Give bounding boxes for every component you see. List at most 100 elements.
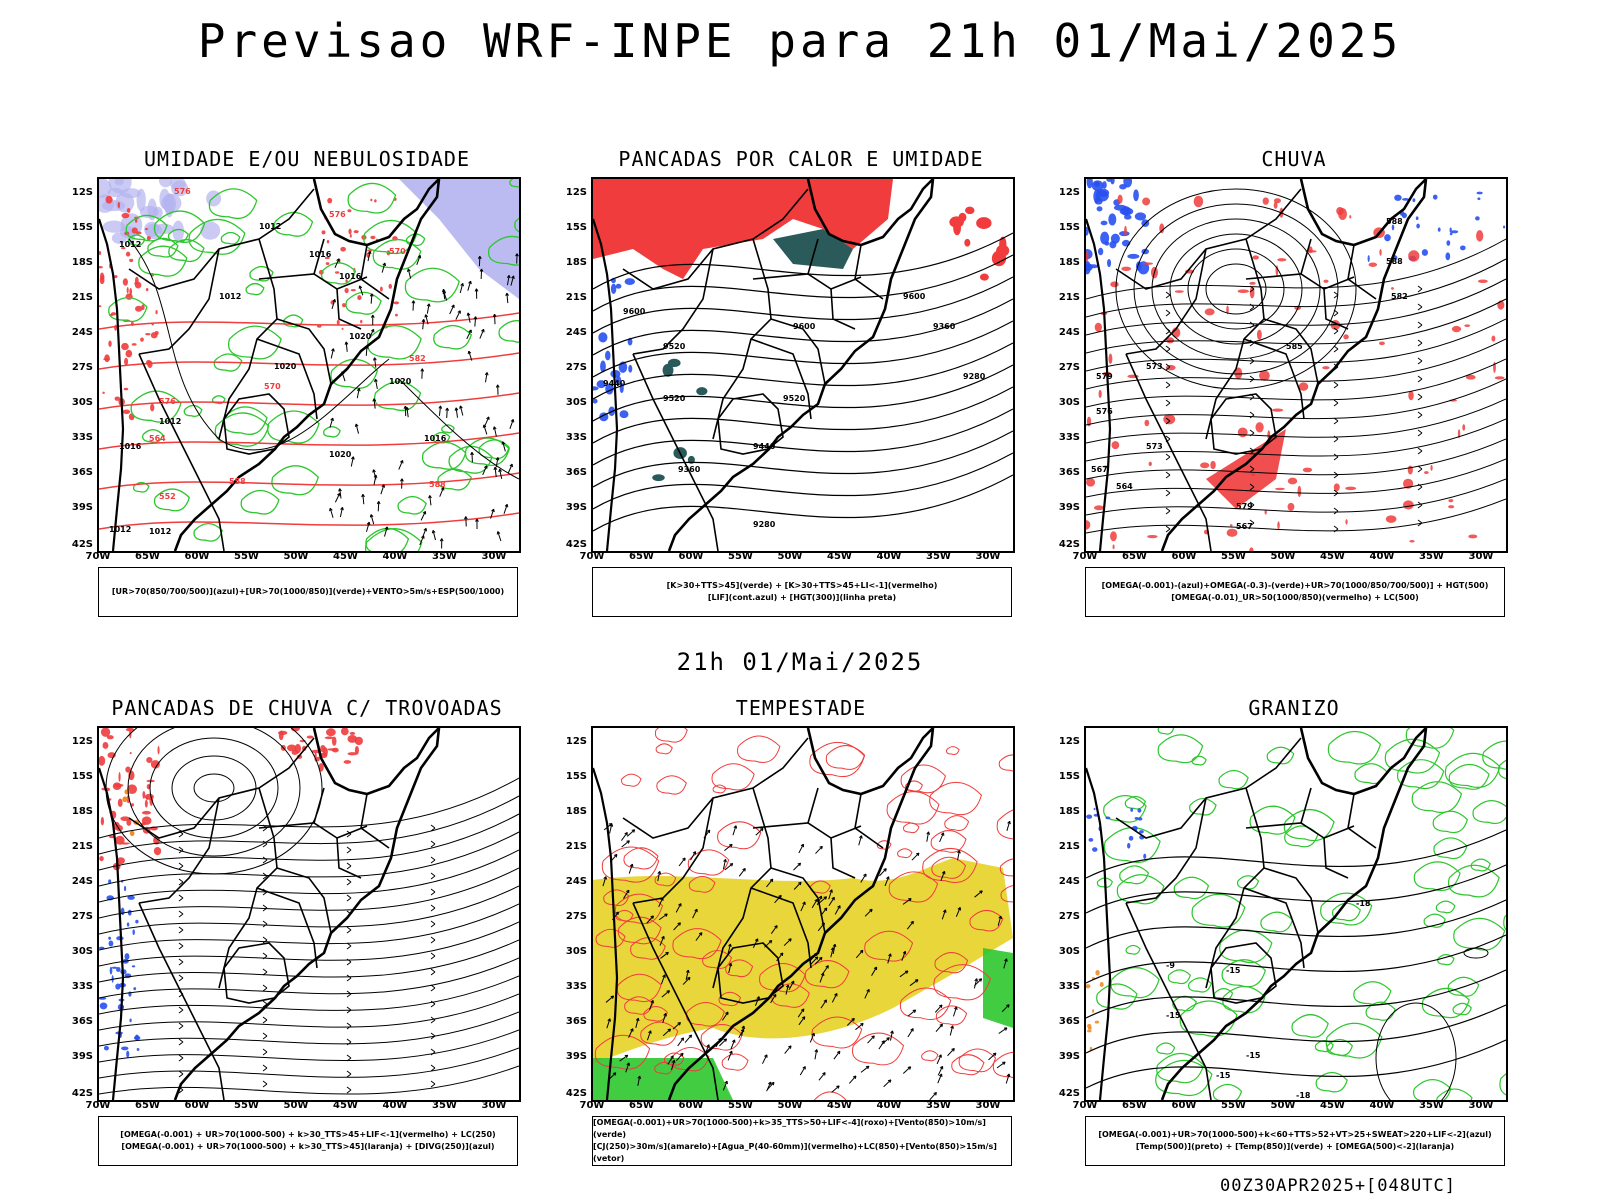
lat-tick-label: 30S: [71, 946, 93, 957]
lat-tick-label: 27S: [1058, 362, 1080, 373]
legend-line: [CJ(250)>30m/s](amarelo)+[Agua_P(40-60mm…: [593, 1142, 997, 1163]
weather-map: [591, 726, 1015, 1102]
lon-tick-label: 30W: [1468, 551, 1494, 562]
contour-label: 9520: [663, 394, 686, 403]
lat-tick-label: 24S: [1058, 327, 1080, 338]
contour-label: -15: [1166, 1011, 1181, 1020]
contour-label: 1012: [109, 525, 131, 534]
lat-tick-label: 39S: [1058, 502, 1080, 513]
lat-tick-label: 42S: [71, 1088, 93, 1099]
contour-label: 570: [389, 247, 406, 256]
lon-tick-label: 30W: [481, 1100, 507, 1111]
contour-label: 1020: [389, 377, 412, 386]
lon-tick-label: 40W: [382, 551, 408, 562]
contour-label: 1016: [339, 272, 362, 281]
lat-tick-label: 21S: [1058, 292, 1080, 303]
map-legend: [OMEGA(-0.001) + UR>70(1000-500) + k>30_…: [98, 1116, 518, 1166]
contour-label: 1020: [329, 450, 352, 459]
lon-tick-label: 35W: [432, 551, 457, 562]
contour-label: 1012: [259, 222, 281, 231]
lat-tick-label: 15S: [1058, 222, 1080, 233]
lon-tick-label: 55W: [728, 551, 753, 562]
lat-tick-label: 12S: [1058, 187, 1080, 198]
lon-tick-label: 70W: [579, 551, 605, 562]
lon-tick-label: 60W: [1171, 1100, 1197, 1111]
lon-tick-label: 65W: [1122, 551, 1147, 562]
contour-label: 9600: [623, 307, 646, 316]
contour-label: 558: [229, 477, 246, 486]
weather-map: 588 588 582 585 573 579 576 573 567 564 579 567: [1084, 177, 1508, 553]
lon-tick-label: 70W: [85, 551, 111, 562]
lat-tick-label: 39S: [1058, 1051, 1080, 1062]
run-info-label: 00Z30APR2025+[048UTC]: [1220, 1176, 1456, 1196]
lat-tick-label: 30S: [1058, 946, 1080, 957]
main-title: Previsao WRF-INPE para 21h 01/Mai/2025: [197, 14, 1403, 68]
contour-label: 564: [149, 434, 166, 443]
lon-tick-label: 60W: [678, 1100, 704, 1111]
lat-tick-label: 30S: [1058, 397, 1080, 408]
lon-tick-label: 55W: [234, 551, 259, 562]
contour-label: 576: [174, 187, 191, 196]
lon-tick-label: 30W: [1468, 1100, 1494, 1111]
lat-tick-label: 24S: [71, 327, 93, 338]
forecast-time-label: 21h 01/Mai/2025: [676, 648, 924, 676]
lon-tick-label: 65W: [629, 1100, 654, 1111]
map-legend: [K>30+TTS>45](verde) + [K>30+TTS>45+LI<-…: [592, 567, 1012, 617]
lat-tick-label: 18S: [71, 806, 93, 817]
lon-tick-label: 45W: [827, 1100, 852, 1111]
lat-tick-label: 42S: [565, 1088, 587, 1099]
contour-label: 576: [159, 397, 176, 406]
lat-tick-label: 21S: [71, 292, 93, 303]
lat-tick-label: 18S: [1058, 257, 1080, 268]
lon-tick-label: 45W: [333, 551, 358, 562]
weather-map: -9 -15 -15 -15 -18 -15 -18: [1084, 726, 1508, 1102]
lat-tick-label: 33S: [1058, 981, 1080, 992]
contour-label: 9520: [783, 394, 806, 403]
panel-title: GRANIZO: [1248, 696, 1340, 720]
lat-tick-label: 21S: [1058, 841, 1080, 852]
lon-tick-label: 65W: [629, 551, 654, 562]
map-legend: [OMEGA(-0.001)+UR>70(1000-500)+k<60+TTS>…: [1085, 1116, 1505, 1166]
lat-tick-label: 12S: [565, 187, 587, 198]
lat-tick-label: 24S: [71, 876, 93, 887]
lat-tick-label: 42S: [71, 539, 93, 550]
map-canvas: 9600 9600 9520 9600 9520 9440 9360 9440 9520 9280…: [593, 179, 1013, 551]
lon-tick-label: 65W: [1122, 1100, 1147, 1111]
lat-tick-label: 24S: [565, 876, 587, 887]
contour-label: 9440: [603, 379, 626, 388]
lat-tick-label: 39S: [565, 1051, 587, 1062]
lon-tick-label: 50W: [777, 551, 803, 562]
lon-tick-label: 35W: [1419, 551, 1444, 562]
lat-tick-label: 27S: [565, 362, 587, 373]
lon-tick-label: 40W: [382, 1100, 408, 1111]
lon-tick-label: 30W: [481, 551, 507, 562]
panel-title: TEMPESTADE: [735, 696, 867, 720]
contour-label: 1012: [159, 417, 181, 426]
contour-label: 582: [409, 354, 426, 363]
contour-label: 573: [1146, 442, 1163, 451]
lon-tick-label: 35W: [926, 551, 951, 562]
legend-line: [LIF](cont.azul) + [HGT(300)](linha pret…: [707, 593, 897, 602]
contour-label: 564: [1116, 482, 1133, 491]
contour-label: 573: [1146, 362, 1163, 371]
weather-map: [97, 726, 521, 1102]
contour-label: -18: [1356, 899, 1371, 908]
lat-tick-label: 33S: [565, 981, 587, 992]
legend-line: [OMEGA(-0.001) + UR>70(1000-500) + k>30_…: [121, 1142, 495, 1151]
lon-tick-label: 50W: [777, 1100, 803, 1111]
legend-line: [OMEGA(-0.001) + UR>70(1000-500) + k>30_…: [120, 1130, 496, 1139]
lat-tick-label: 12S: [1058, 736, 1080, 747]
lat-tick-label: 27S: [71, 362, 93, 373]
lon-tick-label: 30W: [975, 551, 1001, 562]
lon-tick-label: 40W: [876, 1100, 902, 1111]
legend-line: [OMEGA(-0.01)_UR>50(1000/850)(vermelho) …: [1171, 593, 1419, 602]
contour-label: -9: [1166, 961, 1175, 970]
lat-tick-label: 21S: [565, 292, 587, 303]
map-legend: [UR>70(850/700/500)](azul)+[UR>70(1000/8…: [98, 567, 518, 617]
lon-tick-label: 40W: [876, 551, 902, 562]
lon-tick-label: 50W: [283, 1100, 309, 1111]
contour-label: 576: [329, 210, 346, 219]
lat-tick-label: 36S: [1058, 1016, 1080, 1027]
contour-label: 570: [264, 382, 281, 391]
contour-label: 579: [1236, 502, 1253, 511]
